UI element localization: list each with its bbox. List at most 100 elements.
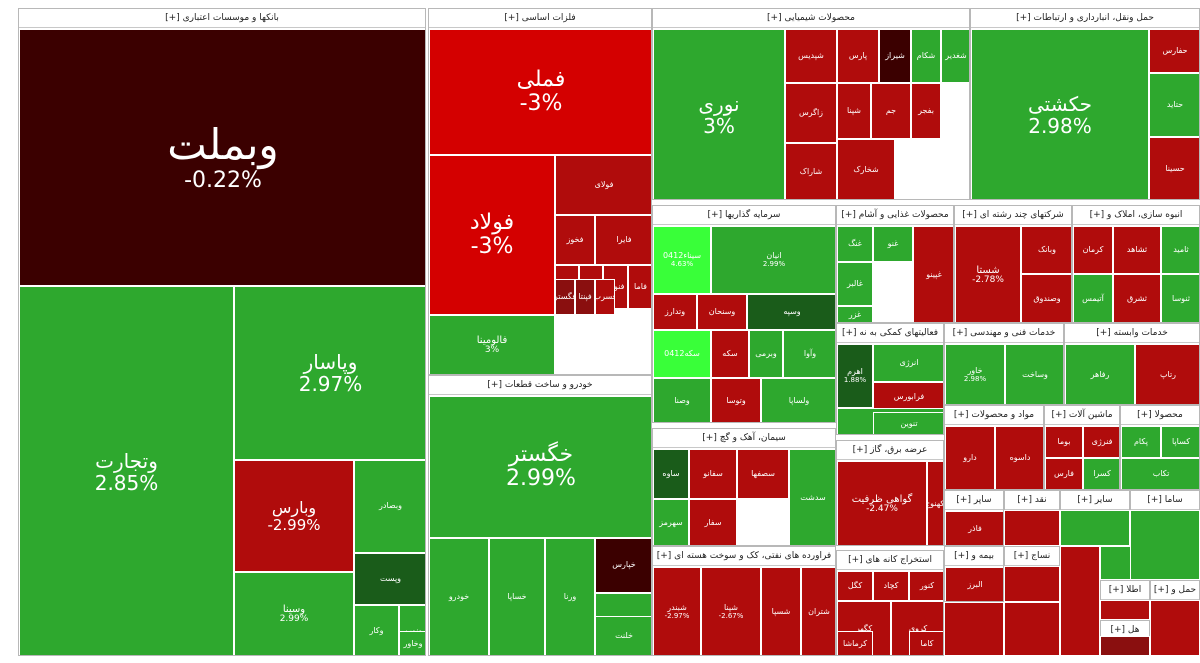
symbol-tile[interactable]: فالومینا 3% xyxy=(429,315,555,374)
sector-title[interactable]: اطلا [+] xyxy=(1101,581,1149,600)
symbol-tile[interactable]: فگستر xyxy=(555,279,575,315)
symbol-tile[interactable]: انیان 2.99% xyxy=(711,226,835,294)
symbol-tile[interactable]: اهرم 1.88% xyxy=(837,344,873,408)
symbol-tile[interactable]: وپاسار 2.97% xyxy=(234,286,425,460)
symbol-tile[interactable]: فایرا xyxy=(595,215,651,265)
symbol-tile[interactable]: انرژی xyxy=(873,344,943,382)
symbol-tile[interactable]: سکه0412 xyxy=(653,330,711,378)
symbol-tile[interactable]: زاگرس xyxy=(785,83,837,143)
symbol-tile[interactable]: وآوا xyxy=(783,330,835,378)
sector-title[interactable]: مواد و محصولات [+] xyxy=(945,406,1043,425)
symbol-tile[interactable]: وصنا xyxy=(653,378,711,422)
symbol-tile[interactable]: فملی -3% xyxy=(429,29,651,155)
symbol-tile[interactable]: سیناء0412 4.63% xyxy=(653,226,711,294)
symbol-tile[interactable]: وتدارز xyxy=(653,294,697,330)
symbol-tile[interactable]: شپنا -2.67% xyxy=(701,567,761,655)
symbol-tile[interactable]: ورنا xyxy=(545,538,595,655)
symbol-tile[interactable]: وکار xyxy=(354,605,399,655)
symbol-tile[interactable]: غنو xyxy=(873,226,913,262)
symbol-tile[interactable]: گواهی ظرفیت -2.47% xyxy=(837,461,927,545)
symbol-tile[interactable]: سکه xyxy=(711,330,749,378)
sector-title[interactable]: فعالیتهای کمکی به نه [+] xyxy=(837,324,943,343)
symbol-tile[interactable]: خودرو xyxy=(429,538,489,655)
sector-title[interactable]: سیمان، آهک و گچ [+] xyxy=(653,429,835,448)
sector-title[interactable]: شرکتهای چند رشته ای [+] xyxy=(955,206,1071,225)
symbol-tile[interactable]: غنگ xyxy=(837,226,873,262)
sector-title[interactable]: ساپر [+] xyxy=(945,491,1003,510)
sector-title[interactable]: فلزات اساسی [+] xyxy=(429,9,651,28)
symbol-tile[interactable]: حفارس xyxy=(1149,29,1199,73)
symbol-tile[interactable]: فارس xyxy=(1045,458,1083,489)
sector-title[interactable]: استخراج کانه های [+] xyxy=(837,551,943,570)
symbol-tile[interactable]: نوری 3% xyxy=(653,29,785,199)
symbol-tile[interactable]: رتاپ xyxy=(1135,344,1199,404)
symbol-tile[interactable]: شبندر -2.97% xyxy=(653,567,701,655)
symbol-tile[interactable]: شسپا xyxy=(761,567,801,655)
sector-title[interactable]: نساج [+] xyxy=(1005,547,1059,566)
sector-title[interactable]: خودرو و ساخت قطعات [+] xyxy=(429,376,651,395)
symbol-tile[interactable]: شپدیس xyxy=(785,29,837,83)
symbol-tile[interactable]: غپینو xyxy=(913,226,953,322)
sector-title[interactable]: حمل و [+] xyxy=(1151,581,1199,600)
symbol-tile[interactable]: وبارس -2.99% xyxy=(234,460,354,572)
sector-title[interactable]: فراورده های نفتی، کک و سوخت هسته ای [+] xyxy=(653,547,835,566)
symbol-tile[interactable]: شستا -2.78% xyxy=(955,226,1021,322)
sector-title[interactable]: نقد [+] xyxy=(1005,491,1059,510)
symbol-tile[interactable]: وساخت xyxy=(1005,344,1063,404)
symbol-tile[interactable]: کرمان xyxy=(1073,226,1113,274)
symbol-tile[interactable]: سدشت xyxy=(789,449,835,545)
symbol-tile[interactable]: فولاد -3% xyxy=(429,155,555,315)
symbol-tile[interactable]: بکهنوج xyxy=(927,461,943,545)
symbol-tile[interactable]: بوما xyxy=(1045,426,1083,458)
symbol-tile[interactable]: ساوه xyxy=(653,449,689,499)
sector-title[interactable]: عرضه برق، گاز [+] xyxy=(837,441,943,460)
symbol-tile[interactable]: خگستر 2.99% xyxy=(429,396,651,538)
symbol-tile[interactable]: وبرمی xyxy=(749,330,783,378)
symbol-tile[interactable]: وسینا 2.99% xyxy=(234,572,354,655)
sector-title[interactable]: خدمات وابسته [+] xyxy=(1065,324,1199,343)
sector-title[interactable]: ماشین آلات [+] xyxy=(1045,406,1119,425)
symbol-tile[interactable]: فنرژی xyxy=(1083,426,1119,458)
symbol-tile[interactable]: وخاور xyxy=(399,631,425,655)
symbol-tile[interactable]: وبملت -0.22% xyxy=(19,29,425,286)
symbol-tile[interactable]: شغدیر xyxy=(941,29,969,83)
symbol-tile[interactable]: پارس xyxy=(837,29,879,83)
symbol-tile[interactable]: سفار xyxy=(689,499,737,545)
symbol-tile[interactable]: ولساپا xyxy=(761,378,835,422)
symbol-tile[interactable]: شپنا xyxy=(837,83,871,139)
symbol-tile[interactable]: حکشتی 2.98% xyxy=(971,29,1149,199)
symbol-tile[interactable]: وبصادر xyxy=(354,460,425,553)
symbol-tile[interactable]: ثنوسا xyxy=(1161,274,1199,322)
symbol-tile[interactable]: شخارک xyxy=(837,139,895,199)
symbol-tile[interactable]: شتران xyxy=(801,567,835,655)
symbol-tile[interactable]: کرماشا xyxy=(837,631,873,655)
symbol-tile[interactable]: فپنتا xyxy=(575,279,595,315)
sector-title[interactable]: ساير [+] xyxy=(1061,491,1129,510)
symbol-tile[interactable]: شیراز xyxy=(879,29,911,83)
symbol-tile[interactable]: تکاب xyxy=(1121,458,1199,489)
symbol-tile[interactable]: شکام xyxy=(911,29,941,83)
sector-title[interactable]: محصولات غذایی و آشام [+] xyxy=(837,206,953,225)
symbol-tile[interactable]: البرز xyxy=(945,567,1003,601)
symbol-tile[interactable]: شاراک xyxy=(785,143,837,199)
symbol-tile[interactable]: سهرمز xyxy=(653,499,689,545)
symbol-tile[interactable]: وسپه xyxy=(747,294,835,330)
symbol-tile[interactable]: سصفها xyxy=(737,449,789,499)
symbol-tile[interactable]: حسینا xyxy=(1149,137,1199,199)
symbol-tile[interactable]: آتیمس xyxy=(1073,274,1113,322)
symbol-tile[interactable]: خپارس xyxy=(595,538,651,593)
symbol-tile[interactable]: فخوز xyxy=(555,215,595,265)
symbol-tile[interactable]: تنوین xyxy=(873,412,943,434)
sector-title[interactable]: بانکها و موسسات اعتباری [+] xyxy=(19,9,425,28)
symbol-tile[interactable]: کگل xyxy=(837,571,873,601)
symbol-tile[interactable]: حتاید xyxy=(1149,73,1199,137)
symbol-tile[interactable]: وپست xyxy=(354,553,425,605)
symbol-tile[interactable]: داسوه xyxy=(995,426,1043,489)
symbol-tile[interactable]: خلنت xyxy=(595,616,651,655)
symbol-tile[interactable]: وتوسا xyxy=(711,378,761,422)
symbol-tile[interactable]: کگهر xyxy=(837,601,891,655)
symbol-tile[interactable]: فاما xyxy=(628,265,651,309)
symbol-tile[interactable]: دارو xyxy=(945,426,995,489)
sector-title[interactable]: محصولا [+] xyxy=(1121,406,1199,425)
symbol-tile[interactable]: وبانک xyxy=(1021,226,1071,274)
